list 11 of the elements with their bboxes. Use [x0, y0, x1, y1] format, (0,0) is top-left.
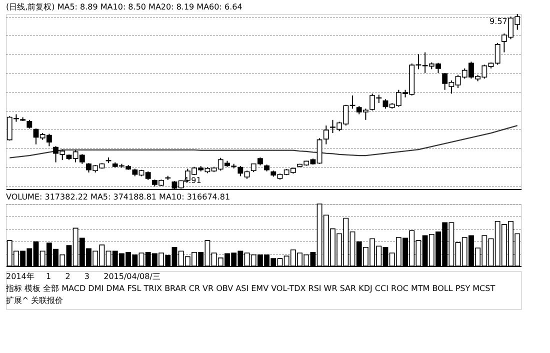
candlestick — [323, 125, 329, 145]
text: 1 — [46, 272, 52, 281]
text: 扩展^ 关联报价 — [6, 296, 64, 305]
text: 2014年 — [6, 272, 34, 281]
text: 2 — [65, 272, 70, 281]
text: 3 — [84, 272, 90, 281]
text: 2015/04/08/三 — [104, 272, 160, 281]
chart-title: VOLUME: 317382.22 MA5: 374188.81 MA10: 316674.81 — [6, 192, 230, 202]
annotation: 9.57 — [490, 17, 508, 26]
chart-title: (日线,前复权) MA5: 8.89 MA10: 8.50 MA20: 8.19 MA60: 6.64 — [6, 2, 242, 12]
text: 指标 模板 全部 MACD DMI DMA FSL TRIX BRAR CR VR OBV ASI EMV VOL-TDX RSI WR SAR KDJ CCI ROC MTM BOLL PSY MCST — [5, 284, 496, 293]
